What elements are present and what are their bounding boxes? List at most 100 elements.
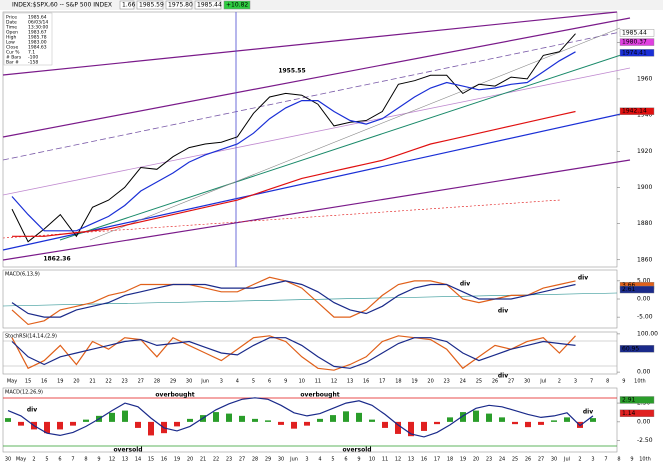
price-tag-label: 1942.14 — [622, 108, 647, 115]
x-tick-label: 24 — [460, 379, 466, 385]
series-line — [7, 397, 594, 438]
x-tick-label: 12 — [109, 457, 115, 463]
info-value: -100 — [28, 55, 38, 61]
x-tick-label: 12 — [331, 379, 337, 385]
x-tick-label: 3 — [220, 379, 223, 385]
info-label: Cur % — [6, 50, 20, 56]
histogram-bar — [44, 421, 50, 434]
x-tick-label: Jun — [200, 379, 209, 385]
histogram-bar — [187, 418, 193, 422]
x-tick-label: 30 — [551, 457, 557, 463]
histogram-bar — [499, 417, 505, 422]
x-tick-label: 8 — [606, 379, 609, 385]
annotation: overbought — [155, 392, 194, 399]
histogram-bar — [330, 415, 336, 422]
info-label: Open — [6, 30, 18, 36]
histogram-bar — [421, 421, 427, 431]
series-line — [11, 335, 576, 371]
histogram-bar — [265, 420, 271, 422]
x-tick-label: Jul — [563, 457, 570, 463]
info-value: 7.1 — [28, 50, 35, 56]
annotation: oversold — [342, 447, 371, 454]
x-tick-label: 4 — [318, 457, 321, 463]
info-label: Price — [6, 15, 17, 21]
info-value: -158 — [28, 60, 38, 66]
header-value: 1985.44 — [197, 2, 222, 9]
header-value: 1.66 — [122, 2, 136, 9]
x-tick-label: 29 — [265, 457, 271, 463]
histogram-bar — [356, 412, 362, 422]
histogram-bar — [213, 412, 219, 422]
x-tick-label: 30 — [186, 379, 192, 385]
x-tick-label: 23 — [226, 457, 232, 463]
y-tick-label: -5.00 — [637, 314, 653, 321]
info-value: 1983.00 — [28, 40, 47, 46]
x-tick-label: 9 — [284, 379, 287, 385]
price-tag-label: 1980.37 — [622, 39, 647, 46]
x-tick-label: 9 — [97, 457, 100, 463]
x-tick-label: 21 — [200, 457, 206, 463]
histogram-bar — [447, 417, 453, 422]
y-tick-label: 1900 — [637, 184, 652, 191]
x-tick-label: 2 — [32, 457, 35, 463]
histogram-bar — [18, 421, 24, 426]
price-tag-label: 60.95 — [622, 345, 639, 352]
histogram-bar — [70, 421, 76, 426]
x-tick-label: 26 — [492, 379, 498, 385]
price-tag — [619, 345, 655, 353]
header-box — [119, 0, 135, 10]
histogram-bar — [174, 421, 180, 427]
header-bar — [0, 0, 663, 10]
x-tick-label: 19 — [460, 457, 466, 463]
price-tag — [619, 29, 655, 37]
x-tick-label: 28 — [252, 457, 258, 463]
info-label: High — [6, 35, 16, 41]
y-tick-label: 5.00 — [637, 277, 651, 284]
x-tick-label: 6 — [268, 379, 271, 385]
histogram-bar — [291, 421, 297, 429]
x-tick-label: 11 — [382, 457, 388, 463]
y-tick-label: 100.00 — [637, 330, 658, 337]
y-tick-label: 1920 — [637, 148, 652, 155]
x-tick-label: 2 — [558, 379, 561, 385]
x-tick-label: 23 — [444, 379, 450, 385]
y-tick-label: 1960 — [637, 75, 652, 82]
annotation: div — [498, 308, 508, 315]
x-tick-label: 15 — [148, 457, 154, 463]
x-tick-label: 16 — [421, 457, 427, 463]
series-line — [11, 33, 576, 243]
histogram-bar — [278, 421, 284, 425]
info-label: Bar # — [6, 60, 19, 66]
x-tick-label: 17 — [379, 379, 385, 385]
trend-line — [59, 51, 631, 241]
x-tick-label: Jul — [539, 379, 546, 385]
x-tick-label: 17 — [434, 457, 440, 463]
trend-line — [89, 27, 621, 241]
info-label: Time — [5, 25, 17, 31]
x-tick-label: 9 — [357, 457, 360, 463]
header: INDEX:$SPX,60 -- S&P 500 INDEX — [0, 0, 663, 10]
x-tick-label: 24 — [499, 457, 505, 463]
series-line — [11, 337, 576, 369]
x-tick-label: 27 — [508, 379, 514, 385]
x-tick-label: 16 — [363, 379, 369, 385]
channel-line — [2, 159, 631, 261]
series-line — [11, 51, 576, 232]
header-value: 1985.59 — [139, 2, 164, 9]
x-tick-label: 3 — [574, 379, 577, 385]
header-box — [223, 0, 251, 10]
histogram-bar — [5, 418, 11, 422]
y-tick-label: 0.00 — [637, 296, 651, 303]
price-tag — [619, 285, 655, 294]
x-tick-label: 18 — [447, 457, 453, 463]
x-tick-label: 21 — [89, 379, 95, 385]
x-tick-label: 5 — [45, 457, 48, 463]
x-tick-label: 29 — [170, 379, 176, 385]
x-tick-label: 30 — [5, 457, 11, 463]
histogram-bar — [408, 421, 414, 437]
annotation: div — [498, 373, 508, 380]
channel-line — [2, 29, 631, 161]
annotation: div — [460, 281, 470, 288]
y-tick-label: 1940 — [637, 112, 652, 119]
x-tick-label: 23 — [486, 457, 492, 463]
